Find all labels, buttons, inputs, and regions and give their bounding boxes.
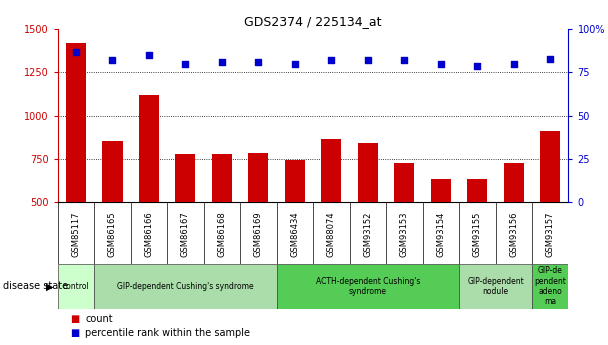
Text: count: count: [85, 314, 112, 324]
Text: GSM86167: GSM86167: [181, 211, 190, 257]
Text: GIP-dependent
nodule: GIP-dependent nodule: [467, 277, 524, 296]
Point: [545, 56, 555, 61]
Text: GSM85117: GSM85117: [72, 211, 80, 257]
Point: [144, 52, 154, 58]
Text: GSM93155: GSM93155: [473, 211, 482, 257]
Bar: [277, 264, 459, 309]
Text: ACTH-dependent Cushing's
syndrome: ACTH-dependent Cushing's syndrome: [316, 277, 420, 296]
Bar: [212, 154, 232, 288]
Text: GSM93156: GSM93156: [510, 211, 518, 257]
Text: GSM86165: GSM86165: [108, 211, 117, 257]
Point: [363, 58, 373, 63]
Text: GIP-de
pendent
adeno
ma: GIP-de pendent adeno ma: [534, 266, 566, 306]
Point: [181, 61, 190, 67]
Point: [399, 58, 409, 63]
Text: ■: ■: [70, 328, 79, 338]
Text: disease state: disease state: [3, 282, 68, 291]
Text: GSM86169: GSM86169: [254, 211, 263, 257]
Text: control: control: [63, 282, 89, 291]
Point: [254, 59, 263, 65]
Point: [326, 58, 336, 63]
Bar: [139, 95, 159, 288]
Point: [509, 61, 519, 67]
Text: GSM88074: GSM88074: [327, 211, 336, 257]
Text: GSM93154: GSM93154: [437, 211, 445, 257]
Bar: [358, 143, 378, 288]
Text: GSM93152: GSM93152: [364, 211, 372, 257]
Text: GSM93157: GSM93157: [546, 211, 554, 257]
Point: [71, 49, 81, 55]
Bar: [248, 152, 268, 288]
Bar: [66, 43, 86, 288]
Bar: [321, 139, 341, 288]
Text: GSM86166: GSM86166: [145, 211, 153, 257]
Bar: [285, 159, 305, 288]
Point: [290, 61, 300, 67]
Title: GDS2374 / 225134_at: GDS2374 / 225134_at: [244, 15, 382, 28]
Bar: [58, 264, 94, 309]
Bar: [540, 131, 561, 288]
Point: [436, 61, 446, 67]
Bar: [459, 264, 532, 309]
Bar: [532, 264, 568, 309]
Bar: [394, 163, 414, 288]
Point: [472, 63, 482, 68]
Text: GSM86434: GSM86434: [291, 211, 299, 257]
Text: ▶: ▶: [46, 282, 54, 291]
Bar: [175, 155, 195, 288]
Bar: [467, 179, 487, 288]
Text: GSM93153: GSM93153: [400, 211, 409, 257]
Point: [108, 58, 117, 63]
Bar: [430, 179, 451, 288]
Text: GSM86168: GSM86168: [218, 211, 226, 257]
Bar: [503, 163, 524, 288]
Text: ■: ■: [70, 314, 79, 324]
Text: percentile rank within the sample: percentile rank within the sample: [85, 328, 250, 338]
Bar: [94, 264, 277, 309]
Point: [217, 59, 227, 65]
Text: GIP-dependent Cushing's syndrome: GIP-dependent Cushing's syndrome: [117, 282, 254, 291]
Bar: [102, 141, 122, 288]
